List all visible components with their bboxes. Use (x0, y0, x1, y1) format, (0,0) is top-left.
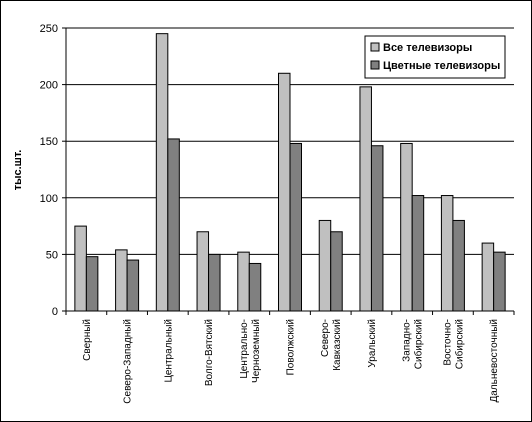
legend-swatch (370, 60, 380, 70)
bar-color-6 (330, 231, 343, 312)
bar-all-1 (115, 249, 128, 312)
x-tick-label-line: Центрально- (239, 319, 250, 379)
x-tick-label: Центрально-Черноземный (239, 319, 262, 383)
x-tick-label-line: Уральский (367, 319, 378, 368)
x-tick-label: Уральский (367, 319, 378, 368)
y-tick-label: 200 (40, 80, 58, 92)
y-tick-label: 50 (46, 249, 58, 261)
bar-all-3 (196, 231, 210, 312)
x-tick-label-line: Черноземный (251, 319, 262, 383)
bar-color-5 (289, 142, 302, 312)
x-tick-label: Западно-Сибирский (402, 319, 425, 369)
bar-color-7 (370, 145, 384, 312)
x-tick-label-line: Центральный (163, 319, 174, 383)
y-tick-labels: 0 50 100 150 200 250 (40, 23, 58, 318)
bar-color-2 (167, 138, 180, 312)
bar-all-5 (278, 72, 291, 312)
x-tick-label: Восточно-Сибирский (442, 319, 465, 369)
x-tick-label-line: Волго-Вятский (204, 319, 215, 386)
legend-box (364, 35, 506, 79)
legend-swatch (370, 42, 380, 52)
x-tick-label-line: Западно- (402, 319, 413, 362)
bar-all-7 (359, 86, 372, 312)
bar-all-10 (481, 242, 495, 312)
bar-color-1 (126, 259, 140, 312)
bar-color-3 (208, 253, 221, 312)
bar-color-10 (493, 251, 506, 312)
legend-label: Все телевизоры (383, 42, 472, 54)
x-tick-label-line: Сибирский (413, 319, 425, 369)
x-tick-label: Сверный (82, 319, 93, 361)
legend-label: Цветные телевизоры (383, 60, 500, 72)
y-tick-label: 0 (52, 306, 58, 318)
x-tick-label: Северо-Западный (123, 319, 134, 404)
x-tick-label: Северо-Кавказский (320, 319, 343, 371)
bar-color-9 (452, 219, 465, 312)
x-tick-label-line: Сверный (82, 319, 93, 361)
x-tick-label-line: Дальневосточный (489, 319, 500, 403)
y-tick-label: 100 (40, 193, 58, 205)
y-axis-label: тыс.шт. (12, 150, 24, 191)
bar-all-6 (318, 219, 332, 312)
x-tick-label-line: Восточно- (442, 319, 453, 366)
bar-all-4 (237, 251, 250, 312)
bars (74, 33, 506, 312)
y-tick-label: 250 (40, 23, 58, 35)
x-tick-label: Центральный (163, 319, 174, 383)
y-tick-label: 150 (40, 136, 58, 148)
x-tick-label-line: Северо-Западный (123, 319, 134, 404)
bar-all-9 (440, 195, 454, 312)
bar-all-0 (74, 225, 87, 312)
bar-color-8 (411, 195, 425, 312)
legend: Все телевизоры Цветные телевизоры (364, 35, 506, 79)
bar-color-0 (85, 256, 99, 312)
x-tick-label-line: Поволжский (286, 319, 297, 375)
x-tick-label-line: Сибирский (453, 319, 465, 369)
x-tick-label-line: Северо- (320, 319, 331, 357)
x-tick-label: Поволжский (286, 319, 297, 375)
x-tick-label: Волго-Вятский (204, 319, 215, 386)
bar-all-2 (155, 33, 169, 312)
bar-color-4 (248, 262, 262, 312)
x-tick-label: Дальневосточный (489, 319, 500, 403)
bar-all-8 (400, 142, 413, 312)
x-tick-label-line: Кавказский (332, 319, 343, 371)
x-tick-labels: Сверный Северо-Западный Центральный Волго-В… (82, 319, 500, 404)
axes (65, 28, 515, 315)
